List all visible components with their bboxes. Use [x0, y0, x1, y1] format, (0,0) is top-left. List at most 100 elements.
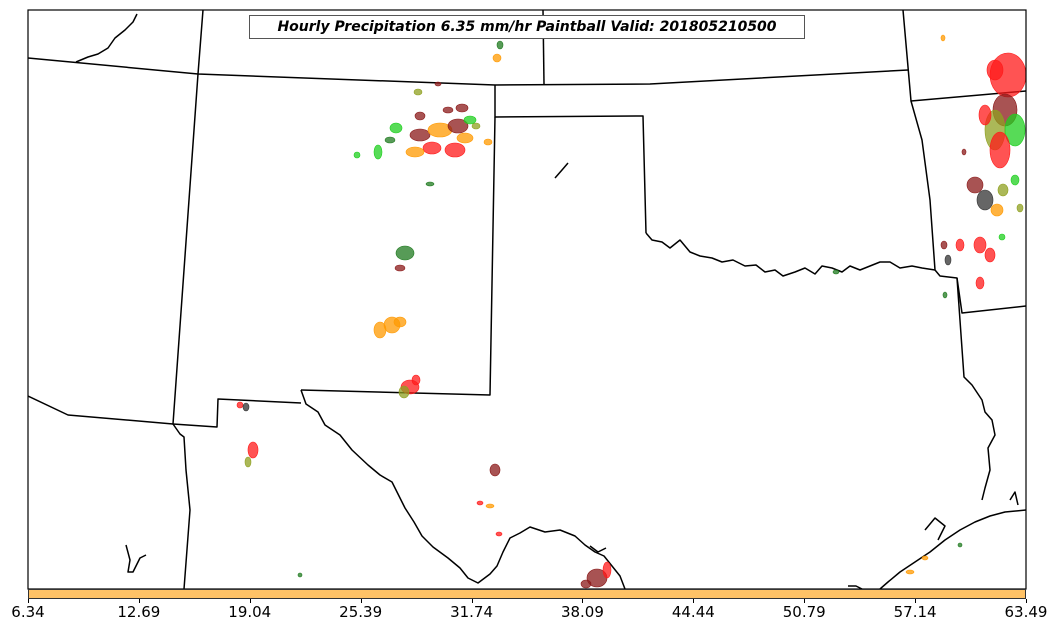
- precipitation-blob: [447, 118, 469, 134]
- boundary-line: [494, 85, 647, 234]
- red-river: [645, 232, 936, 277]
- precipitation-blob: [247, 441, 259, 459]
- precipitation-blob: [961, 148, 967, 156]
- precipitation-blob: [463, 115, 477, 125]
- precipitation-blob: [471, 122, 481, 130]
- state-boundaries: [28, 10, 1026, 589]
- precipitation-blob: [483, 138, 493, 146]
- colorbar-tick-label: 19.04: [228, 603, 272, 621]
- precipitation-blob: [984, 247, 996, 263]
- precipitation-blob: [384, 136, 396, 144]
- colorbar-tick-label: 44.44: [671, 603, 715, 621]
- boundary-line: [300, 116, 496, 396]
- colorbar-tick-label: 25.39: [339, 603, 383, 621]
- precipitation-blob: [580, 579, 592, 589]
- precipitation-blob: [989, 131, 1011, 169]
- precipitation-blob: [940, 34, 946, 42]
- colorbar-tick-label: 50.79: [782, 603, 826, 621]
- precipitation-blob: [398, 385, 410, 399]
- reservoir-shape: [125, 544, 147, 573]
- coast-detail: [924, 517, 946, 541]
- texas-east-boundary: [956, 277, 996, 501]
- gulf-coastline: [879, 509, 1026, 589]
- precipitation-blob: [986, 59, 1004, 81]
- precipitation-blob: [1004, 113, 1026, 147]
- colorbar-tick-label: 12.69: [117, 603, 161, 621]
- colorbar-tick-label: 38.09: [560, 603, 604, 621]
- lake-shoreline: [75, 13, 138, 63]
- boundary-line: [910, 100, 1026, 314]
- precipitation-blob: [236, 401, 244, 409]
- precipitation-blob: [413, 88, 423, 96]
- precipitation-blob: [485, 503, 495, 509]
- precipitation-blob: [373, 144, 383, 160]
- colorbar-tick-mark: [28, 599, 29, 603]
- precipitation-blob: [411, 374, 421, 386]
- colorbar-tick-label: 57.14: [893, 603, 937, 621]
- precipitation-blob: [975, 276, 985, 290]
- colorbar-tick-mark: [693, 599, 695, 603]
- precipitation-blob: [957, 542, 963, 548]
- colorbar-tick-mark: [360, 599, 362, 603]
- precipitation-blob: [496, 40, 504, 50]
- precipitation-blob: [455, 103, 469, 113]
- precipitation-blob: [444, 142, 466, 158]
- precipitation-blob: [393, 316, 407, 328]
- precipitation-blob: [602, 561, 612, 579]
- precipitation-blob: [409, 128, 431, 142]
- precipitation-blob: [976, 189, 994, 211]
- colorbar-tick-label: 31.74: [450, 603, 494, 621]
- boundary-line: [494, 69, 909, 86]
- precipitation-blob: [394, 264, 406, 272]
- colorbar: [28, 589, 1026, 599]
- precipitation-blob: [944, 254, 952, 266]
- colorbar-tick-mark: [138, 599, 140, 603]
- precipitation-blob: [414, 111, 426, 121]
- precipitation-blob: [489, 463, 501, 477]
- precipitation-blob: [395, 245, 415, 261]
- precipitation-blob: [476, 500, 484, 506]
- precipitation-blob: [905, 569, 915, 575]
- precipitation-blob: [425, 181, 435, 187]
- precipitation-blob: [973, 236, 987, 254]
- texas-boundary: [300, 389, 626, 589]
- lake-pontchartrain: [848, 585, 863, 589]
- boundary-line: [172, 10, 302, 428]
- reservoir-shape: [589, 545, 607, 553]
- precipitation-paintballs: [236, 34, 1026, 589]
- precipitation-blob: [353, 151, 361, 159]
- precipitation-blob: [998, 233, 1006, 241]
- precipitation-blob: [242, 402, 250, 412]
- precipitation-blob: [997, 183, 1009, 197]
- precipitation-blob: [456, 132, 474, 144]
- precipitation-blob: [966, 176, 984, 194]
- colorbar-tick-mark: [804, 599, 806, 603]
- colorbar-tick-label: 6.34: [11, 603, 45, 621]
- precipitation-blob: [832, 269, 840, 275]
- colorbar-tick-mark: [915, 599, 917, 603]
- colorbar-tick-label: 63.49: [1004, 603, 1048, 621]
- colorbar-tick-mark: [471, 599, 473, 603]
- map-title: Hourly Precipitation 6.35 mm/hr Paintbal…: [249, 15, 805, 39]
- precipitation-blob: [1016, 203, 1024, 213]
- boundary-line: [172, 423, 191, 589]
- colorbar-tick-mark: [249, 599, 251, 603]
- precipitation-blob: [405, 146, 425, 158]
- boundary-line: [28, 395, 174, 425]
- precipitation-blob: [921, 555, 929, 561]
- precipitation-blob: [442, 106, 454, 114]
- precipitation-blob: [955, 238, 965, 252]
- precipitation-blob: [389, 122, 403, 134]
- precipitation-blob: [942, 291, 948, 299]
- colorbar-tick-mark: [582, 599, 584, 603]
- precipitation-blob: [978, 104, 992, 126]
- precipitation-blob: [373, 321, 387, 339]
- precipitation-blob: [990, 203, 1004, 217]
- precipitation-blob: [940, 240, 948, 250]
- map-background: [28, 10, 1026, 589]
- precipitation-blob: [244, 456, 252, 468]
- precipitation-blob: [297, 572, 303, 578]
- precipitation-blob: [492, 53, 502, 63]
